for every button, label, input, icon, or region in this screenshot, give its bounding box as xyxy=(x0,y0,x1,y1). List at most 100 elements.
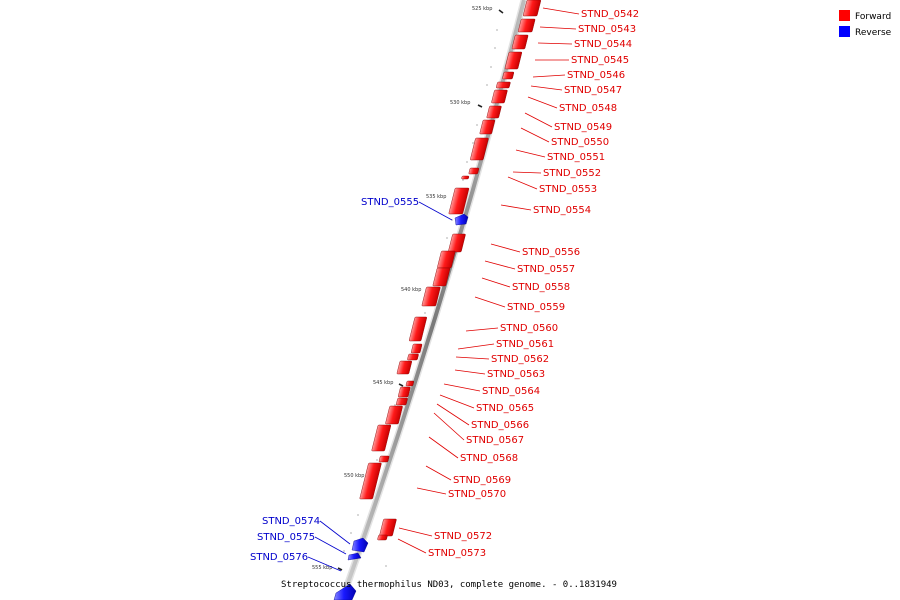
gene-arrow[interactable] xyxy=(398,386,411,398)
gene-arrow[interactable] xyxy=(448,233,466,253)
gene-label[interactable]: STND_0559 xyxy=(507,302,565,313)
leader-line xyxy=(454,369,486,375)
gene-arrow[interactable] xyxy=(371,424,392,452)
tick-label: 535 kbp xyxy=(426,194,446,200)
gene-arrow[interactable] xyxy=(448,187,470,215)
gene-arrow[interactable] xyxy=(454,213,469,226)
gene-label[interactable]: STND_0557 xyxy=(517,264,575,275)
gene-label[interactable]: STND_0569 xyxy=(453,475,511,486)
gene-label[interactable]: STND_0548 xyxy=(559,103,617,114)
gene-arrow[interactable] xyxy=(405,380,414,387)
leader-line xyxy=(439,394,475,409)
gene-label[interactable]: STND_0554 xyxy=(533,205,591,216)
gene-label[interactable]: STND_0544 xyxy=(574,39,632,50)
tick-label: 525 kbp xyxy=(472,6,492,12)
leader-line xyxy=(314,536,347,555)
gene-label[interactable]: STND_0574 xyxy=(262,516,320,527)
gene-arrow[interactable] xyxy=(407,353,419,361)
leader-line xyxy=(416,487,447,495)
leader-line xyxy=(507,176,538,190)
tick-label: 540 kbp xyxy=(401,287,421,293)
gene-label[interactable]: STND_0546 xyxy=(567,70,625,81)
gene-label[interactable]: STND_0543 xyxy=(578,24,636,35)
gene-label[interactable]: STND_0560 xyxy=(500,323,558,334)
gene-label[interactable]: STND_0576 xyxy=(250,552,308,563)
legend-label-reverse: Reverse xyxy=(855,28,892,38)
gene-label[interactable]: STND_0556 xyxy=(522,247,580,258)
gene-arrow[interactable] xyxy=(421,286,441,307)
gene-label[interactable]: STND_0564 xyxy=(482,386,540,397)
gene-arrow[interactable] xyxy=(491,89,508,104)
leader-line xyxy=(532,74,566,78)
gene-arrow[interactable] xyxy=(511,34,529,50)
leader-line xyxy=(398,527,433,537)
gene-label[interactable]: STND_0552 xyxy=(543,168,601,179)
gene-arrow[interactable] xyxy=(502,71,515,80)
gene-arrow[interactable] xyxy=(496,81,511,89)
gene-arrow[interactable] xyxy=(396,360,412,375)
gene-arrow[interactable] xyxy=(347,552,362,561)
gene-label[interactable]: STND_0561 xyxy=(496,339,554,350)
gene-label[interactable]: STND_0558 xyxy=(512,282,570,293)
leader-line xyxy=(425,465,452,481)
gene-arrow[interactable] xyxy=(486,105,502,119)
leader-line xyxy=(465,327,499,332)
gene-label[interactable]: STND_0547 xyxy=(564,85,622,96)
legend: Forward Reverse xyxy=(839,10,892,38)
gene-label[interactable]: STND_0545 xyxy=(571,55,629,66)
gene-label[interactable]: STND_0542 xyxy=(581,9,639,20)
gene-arrow[interactable] xyxy=(396,397,408,406)
gene-arrow[interactable] xyxy=(385,405,403,425)
leader-line xyxy=(520,127,550,143)
gene-arrow[interactable] xyxy=(333,583,357,600)
gene-arrow[interactable] xyxy=(408,316,427,342)
gene-label[interactable]: STND_0575 xyxy=(257,532,315,543)
gene-arrow[interactable] xyxy=(432,267,451,287)
gene-arrow[interactable] xyxy=(378,455,390,463)
gene-label[interactable]: STND_0568 xyxy=(460,453,518,464)
gene-labels: STND_0542 STND_0543 STND_0544 STND_0545 STND… xyxy=(250,9,639,563)
leader-line xyxy=(457,343,495,350)
gene-label[interactable]: STND_0563 xyxy=(487,369,545,380)
gene-arrow[interactable] xyxy=(468,167,480,175)
leader-line xyxy=(539,26,577,30)
leader-line xyxy=(319,520,351,545)
label-leaders xyxy=(307,7,580,572)
gene-label[interactable]: STND_0551 xyxy=(547,152,605,163)
leader-line xyxy=(418,201,453,221)
gene-label[interactable]: STND_0565 xyxy=(476,403,534,414)
leader-line xyxy=(484,260,516,270)
tick-labels: 525 kbp 530 kbp 535 kbp 540 kbp 545 kbp … xyxy=(312,6,492,571)
gene-label[interactable]: STND_0570 xyxy=(448,489,506,500)
gene-arrow[interactable] xyxy=(351,537,369,553)
leader-line xyxy=(524,112,553,128)
gene-label[interactable]: STND_0572 xyxy=(434,531,492,542)
gene-arrow[interactable] xyxy=(461,175,470,180)
gene-label[interactable]: STND_0555 xyxy=(361,197,419,208)
gene-label[interactable]: STND_0567 xyxy=(466,435,524,446)
gene-label[interactable]: STND_0549 xyxy=(554,122,612,133)
gene-arrow[interactable] xyxy=(518,18,536,33)
gene-arrow[interactable] xyxy=(410,343,423,354)
gene-arrow[interactable] xyxy=(377,534,388,541)
leader-line xyxy=(428,436,459,459)
leader-line xyxy=(433,412,465,441)
gene-arrow[interactable] xyxy=(523,0,541,17)
leader-line xyxy=(397,538,427,554)
leader-line xyxy=(490,243,521,253)
gene-arrow[interactable] xyxy=(379,518,397,537)
leader-line xyxy=(512,171,542,174)
leader-line xyxy=(436,403,470,426)
gene-label[interactable]: STND_0553 xyxy=(539,184,597,195)
gene-label[interactable]: STND_0550 xyxy=(551,137,609,148)
gene-arrow[interactable] xyxy=(470,137,489,161)
gene-arrow[interactable] xyxy=(359,462,382,500)
gene-label[interactable]: STND_0573 xyxy=(428,548,486,559)
gene-label[interactable]: STND_0562 xyxy=(491,354,549,365)
gene-arrow[interactable] xyxy=(504,51,523,70)
gene-arrow[interactable] xyxy=(479,119,496,135)
leader-line xyxy=(455,356,490,360)
tick-label: 550 kbp xyxy=(344,473,364,479)
gene-label[interactable]: STND_0566 xyxy=(471,420,529,431)
